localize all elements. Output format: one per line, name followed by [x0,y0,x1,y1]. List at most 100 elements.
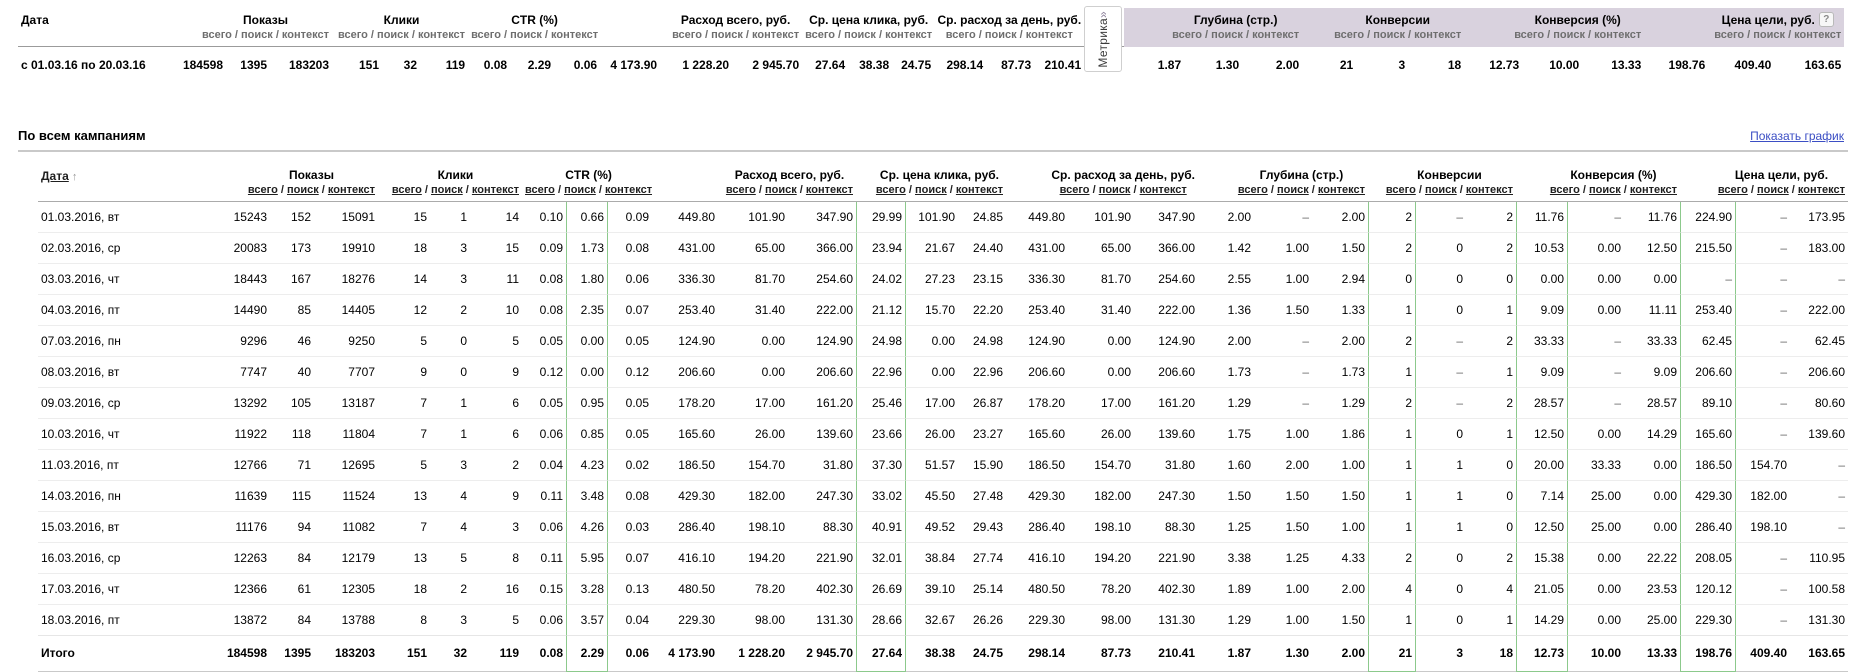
sort-clicks-context-link[interactable]: контекст [471,184,519,196]
cell: 13292 [198,387,270,418]
cell: 3 [1416,635,1466,672]
cell: 8 [378,604,430,635]
sort-goal-cost-search-link[interactable]: поиск [1756,184,1789,196]
cell: 38.38 [859,58,890,72]
header-row: Дата Показы всего / поиск / контекст Клики в… [18,8,1845,47]
cell: 12.50 [1516,418,1568,449]
cell: 165.60 [652,418,718,449]
cell: 1395 [240,58,267,72]
cell: 186.50 [652,449,718,480]
sort-conversions-search-link[interactable]: поиск [1424,184,1457,196]
sort-avg-daily-cost-search-link[interactable]: поиск [1098,184,1131,196]
col-header-avg-click-cost: Ср. цена клика, руб. всего / поиск / конт… [802,8,935,47]
cell: 0.05 [608,325,652,356]
cell: 21 [1339,58,1354,72]
sort-ascending-icon: ↑ [68,171,78,183]
sort-cost-total-total-link[interactable]: всего [725,184,756,196]
sort-avg-click-cost-total-link[interactable]: всего [875,184,906,196]
summary-section: Дата Показы всего / поиск / контекст Клики в… [0,0,1862,84]
cell: 21.12 [856,294,906,325]
cell: 0 [430,356,470,387]
cell: 182.00 [1736,480,1790,511]
cell: 9.09 [1516,356,1568,387]
sort-by-date-link[interactable]: Дата [41,169,69,183]
sort-ctr-total-link[interactable]: всего [525,184,555,196]
cell: 87.73 [1001,58,1032,72]
col-header-ctr: CTR (%) всего / поиск / контекст [468,8,601,47]
cell: 33.02 [856,480,906,511]
cell: 215.50 [1680,232,1736,263]
cell: 1.00 [1254,418,1312,449]
cell: 88.30 [1134,511,1198,542]
help-icon[interactable]: ? [1818,12,1834,27]
sort-impressions-search-link[interactable]: поиск [286,184,319,196]
cell: 206.60 [1680,356,1736,387]
sort-avg-click-cost-search-link[interactable]: поиск [914,184,947,196]
cell: 1 [1416,511,1466,542]
sort-avg-daily-cost-total-link[interactable]: всего [1059,184,1090,196]
cell: 131.30 [788,604,856,635]
table-row: 11.03.2016, пт 12766 71 12695 5 3 2 0.04 4.23 0.0… [38,449,1848,480]
cell: 1.33 [1312,294,1368,325]
sort-cost-total-context-link[interactable]: контекст [805,184,853,196]
sort-goal-cost-total-link[interactable]: всего [1717,184,1748,196]
show-chart-link[interactable]: Показать график [1750,129,1844,143]
col-header-conversion-rate: Конверсия (%) всего / поиск / контекст [1464,8,1645,47]
sort-conversion-rate-total-link[interactable]: всего [1549,184,1580,196]
sort-avg-daily-cost-context-link[interactable]: контекст [1139,184,1187,196]
sort-depth-total-link[interactable]: всего [1237,184,1268,196]
cell: 222.00 [788,294,856,325]
cell: 0.00 [1568,573,1624,604]
cell: 25.00 [1568,511,1624,542]
cell: 14 [378,263,430,294]
cell: 1 [1368,356,1416,387]
sort-clicks-total-link[interactable]: всего [391,184,422,196]
sort-conversion-rate-search-link[interactable]: поиск [1588,184,1621,196]
cell: 1 [1466,604,1516,635]
cell: 24.85 [972,210,1003,224]
cell: 336.30 [1006,263,1068,294]
cell: 11 [470,263,522,294]
cell: 25.00 [1624,604,1680,635]
header-row: Дата ↑ Показы всего / поиск / контекст Клик… [38,164,1848,202]
table-row: 01.03.2016, вт 15243 152 15091 15 1 14 0.10 0.66… [38,202,1848,232]
sort-ctr-search-link[interactable]: поиск [564,184,596,196]
cell: 1.42 [1198,232,1254,263]
cell: 0.85 [566,418,608,449]
row-date: Итого [38,635,198,672]
cell: 480.50 [1006,573,1068,604]
cell: 45.50 [906,480,958,511]
sort-conversions-context-link[interactable]: контекст [1465,184,1513,196]
sort-ctr-context-link[interactable]: контекст [604,184,652,196]
cell: 18443 [198,263,270,294]
cell: 46 [270,325,314,356]
col-header-cost-total: Расход всего, руб. всего / поиск / контек… [652,164,856,202]
cell: 33.33 [1568,449,1624,480]
cell: 167 [270,263,314,294]
sort-cost-total-search-link[interactable]: поиск [764,184,797,196]
cell: 26.00 [718,418,788,449]
metrika-tab[interactable]: Метрика» [1084,6,1122,72]
sort-impressions-total-link[interactable]: всего [247,184,278,196]
sort-conversions-total-link[interactable]: всего [1385,184,1416,196]
cell: 222.00 [1134,294,1198,325]
sort-impressions-context-link[interactable]: контекст [327,184,375,196]
sort-goal-cost-context-link[interactable]: контекст [1797,184,1845,196]
sort-clicks-search-link[interactable]: поиск [430,184,463,196]
date-column-header: Дата [18,8,168,47]
sort-avg-click-cost-context-link[interactable]: контекст [955,184,1003,196]
sort-depth-context-link[interactable]: контекст [1317,184,1365,196]
sort-conversion-rate-context-link[interactable]: контекст [1629,184,1677,196]
cell: 1.50 [1254,294,1312,325]
cell: 0 [1416,263,1466,294]
cell: 16 [470,573,522,604]
cell: – [1736,418,1790,449]
cell: 26.26 [958,604,1006,635]
sort-depth-search-link[interactable]: поиск [1276,184,1309,196]
cell: 124.90 [652,325,718,356]
cell: 429.30 [1680,480,1736,511]
cell: 5 [470,604,522,635]
cell: 4 [430,511,470,542]
table-row: 03.03.2016, чт 18443 167 18276 14 3 11 0.08 1.80… [38,263,1848,294]
cell: 154.70 [1736,449,1790,480]
